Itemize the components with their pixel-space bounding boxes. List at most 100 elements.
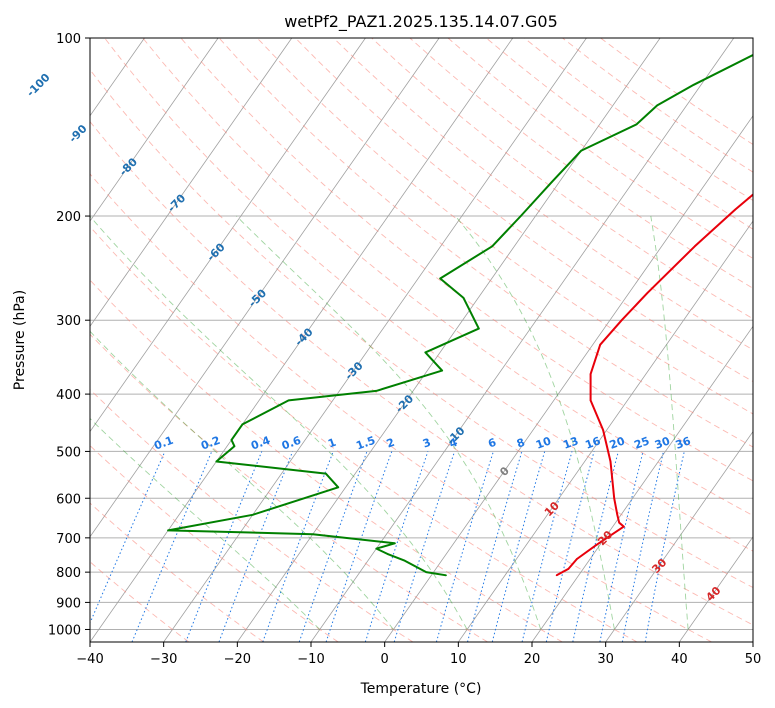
dry-adiabat-line (256, 38, 753, 415)
mixing-ratio-label: 10 (534, 434, 553, 452)
moist-adiabat-line (90, 330, 394, 630)
dewpoint-point (215, 460, 218, 463)
mixing-ratio-label: 0.2 (199, 434, 222, 453)
dewpoint-point (445, 574, 447, 577)
mixing-ratio-line (572, 451, 619, 642)
temperature-point (734, 208, 737, 211)
mixing-ratio-line (325, 451, 393, 642)
dewpoint-point (312, 533, 314, 535)
mixing-ratio-label: 8 (515, 436, 527, 451)
isotherm-line (90, 38, 219, 222)
x-tick-label: 0 (381, 652, 389, 667)
y-tick-label: 1000 (48, 623, 81, 638)
dewpoint-point (635, 123, 638, 126)
dry-adiabat-line (90, 502, 264, 642)
mixing-ratio-label: 6 (486, 436, 498, 451)
mixing-ratio-label: 25 (632, 434, 651, 451)
mixing-ratio-line (185, 451, 263, 642)
sounding-series (167, 53, 753, 577)
dewpoint-point (491, 245, 494, 248)
dewpoint-point (375, 547, 378, 550)
dry-adiabat-line (142, 38, 753, 517)
chart-title: wetPf2_PAZ1.2025.135.14.07.G05 (284, 12, 558, 32)
x-tick-label: 40 (671, 652, 688, 667)
mixing-ratio-label: 3 (421, 436, 433, 451)
dewpoint-point (233, 445, 236, 448)
dewpoint-point (462, 297, 465, 299)
dewpoint-point (551, 180, 553, 183)
mixing-ratio-label: 16 (584, 434, 603, 452)
temperature-point (595, 544, 597, 546)
dewpoint-point (230, 439, 233, 441)
temperature-point (623, 525, 625, 528)
mixing-ratio-label: 1 (326, 436, 338, 451)
dewpoint-point (441, 369, 443, 372)
temperature-point (589, 399, 592, 402)
plot-frame (89, 37, 754, 643)
background-lines (90, 38, 753, 642)
isotherm-line (237, 38, 661, 642)
mixing-ratio-label: 30 (653, 434, 672, 452)
temperature-point (599, 343, 601, 346)
temperature-point (555, 574, 558, 577)
temperature-point (620, 319, 623, 322)
isotherm-line (605, 430, 753, 642)
x-tick-label: −40 (76, 652, 103, 667)
dewpoint-point (425, 571, 427, 573)
mixing-ratio-label: 13 (561, 434, 580, 451)
mixing-ratio-line (298, 451, 368, 642)
dewpoint-point (692, 84, 695, 86)
dry-adiabat-line (90, 120, 753, 626)
dewpoint-point (656, 104, 658, 107)
temperature-point (694, 245, 696, 248)
y-tick-label: 200 (56, 210, 81, 225)
x-axis-label: Temperature (°C) (360, 681, 482, 697)
x-tick-label: 30 (597, 652, 614, 667)
moist-adiabat-line (650, 215, 689, 630)
y-tick-label: 100 (56, 32, 81, 47)
isotherm-line (679, 536, 753, 642)
dewpoint-point (251, 514, 254, 516)
x-tick-label: 10 (450, 652, 467, 667)
mixing-ratio-line (545, 451, 595, 642)
temperature-point (616, 514, 619, 516)
isotherm-line (90, 38, 366, 433)
mixing-ratio-line (521, 451, 573, 642)
temperature-point (567, 568, 570, 570)
mixing-ratio-line (435, 451, 494, 642)
isotherm-line (90, 38, 440, 538)
mixing-ratio-label: 2 (385, 436, 397, 451)
x-tick-label: −10 (297, 652, 324, 667)
y-tick-label: 800 (56, 566, 81, 581)
mixing-ratio-line (218, 451, 294, 642)
dry-adiabat-line (90, 388, 414, 642)
temperature-point (618, 521, 620, 524)
mixing-ratio-line (131, 451, 213, 642)
temperature-point (576, 558, 578, 560)
x-tick-label: −30 (150, 652, 177, 667)
temperature-point (613, 497, 616, 500)
dry-adiabat-line (104, 38, 753, 552)
y-tick-label: 400 (56, 388, 81, 403)
dewpoint-point (241, 423, 244, 426)
dry-adiabat-line (90, 225, 638, 642)
y-tick-label: 500 (56, 445, 81, 460)
x-tick-label: −20 (224, 652, 251, 667)
mixing-ratio-line (90, 451, 166, 625)
mixing-ratio-label: 36 (674, 434, 693, 452)
dry-adiabat-line (90, 69, 753, 589)
dry-adiabat-line (90, 333, 488, 642)
mixing-ratio-label: 20 (608, 434, 627, 452)
y-tick-label: 300 (56, 314, 81, 329)
dewpoint-point (167, 529, 169, 532)
dewpoint-point (477, 327, 480, 330)
axes: −40 −30 −20 −10 0 10 20 30 40 5010020030040050060… (48, 32, 761, 667)
dewpoint-point (580, 149, 583, 152)
isotherm-line (458, 220, 753, 642)
y-axis-label: Pressure (hPa) (12, 290, 28, 390)
mixing-ratio-label: 0.1 (152, 434, 175, 453)
mixing-ratio-label: 1.5 (354, 434, 377, 453)
dewpoint-point (439, 277, 442, 280)
moist-adiabat-line (455, 215, 615, 630)
mixing-ratio-line (491, 451, 546, 642)
